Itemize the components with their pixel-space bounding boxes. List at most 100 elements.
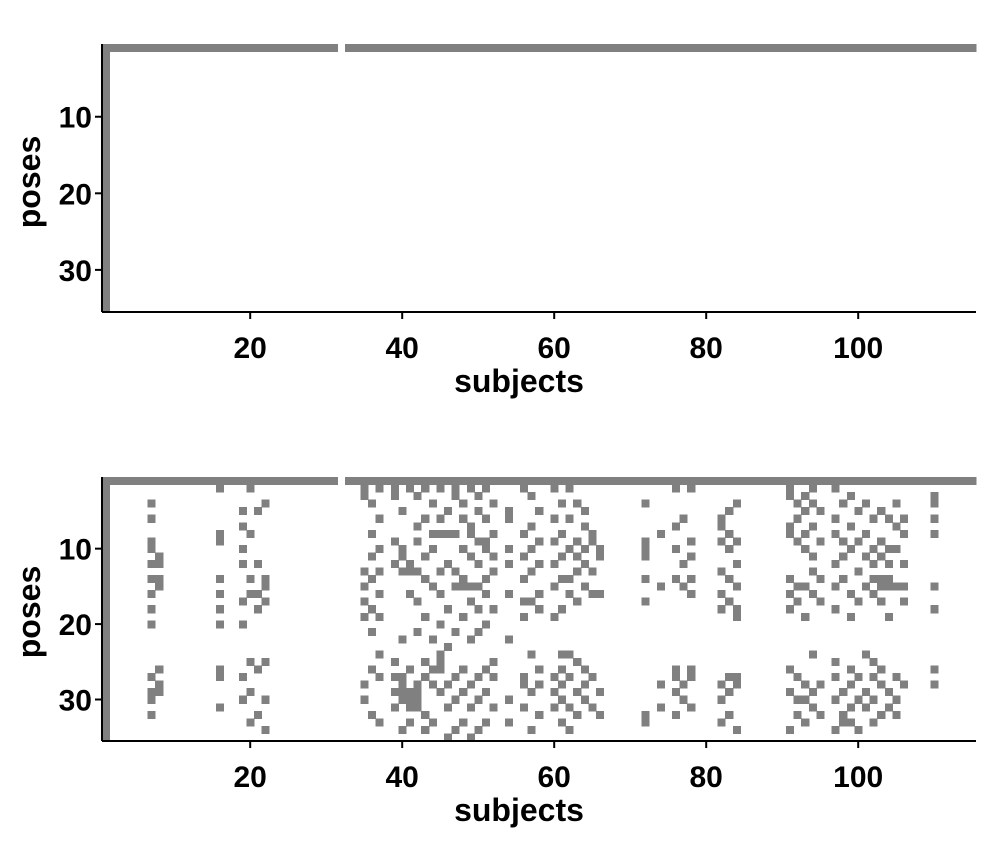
heatmap-cell bbox=[223, 477, 232, 486]
heatmap-cell bbox=[102, 296, 111, 305]
heatmap-cell bbox=[193, 477, 202, 486]
heatmap-cell bbox=[238, 597, 247, 606]
heatmap-cell bbox=[922, 44, 931, 53]
heatmap-cell bbox=[398, 477, 407, 486]
heatmap-cell bbox=[854, 567, 863, 576]
heatmap-cell bbox=[444, 507, 453, 516]
heatmap-cell bbox=[793, 695, 802, 704]
heatmap-cell bbox=[238, 695, 247, 704]
heatmap-cell bbox=[512, 44, 521, 53]
heatmap-cell bbox=[124, 477, 133, 486]
heatmap-cell bbox=[725, 688, 734, 697]
heatmap-cell bbox=[421, 44, 430, 53]
heatmap-cell bbox=[102, 304, 111, 313]
heatmap-cell bbox=[672, 710, 681, 719]
heatmap-cell bbox=[390, 44, 399, 53]
heatmap-cell bbox=[580, 665, 589, 674]
x-axis-title: subjects bbox=[454, 363, 584, 399]
heatmap-cell bbox=[459, 575, 468, 584]
heatmap-cell bbox=[846, 612, 855, 621]
heatmap-cell bbox=[535, 665, 544, 674]
heatmap-cell bbox=[398, 635, 407, 644]
heatmap-cell bbox=[474, 673, 483, 682]
heatmap-cell bbox=[687, 484, 696, 493]
heatmap-cell bbox=[474, 627, 483, 636]
heatmap-cell bbox=[672, 665, 681, 674]
heatmap-cell bbox=[216, 575, 225, 584]
heatmap-cell bbox=[831, 44, 840, 53]
heatmap-cell bbox=[831, 477, 840, 486]
heatmap-cell bbox=[406, 567, 415, 576]
heatmap-cell bbox=[451, 673, 460, 682]
heatmap-cell bbox=[565, 590, 574, 599]
heatmap-cell bbox=[102, 605, 111, 614]
heatmap-cell bbox=[900, 529, 909, 538]
heatmap-cell bbox=[550, 673, 559, 682]
heatmap-cell bbox=[520, 477, 529, 486]
heatmap-cell bbox=[542, 44, 551, 53]
heatmap-cell bbox=[238, 507, 247, 516]
heatmap-cell bbox=[147, 620, 156, 629]
heatmap-cell bbox=[717, 477, 726, 486]
heatmap-cell bbox=[406, 695, 415, 704]
heatmap-cell bbox=[527, 522, 536, 531]
heatmap-cell bbox=[839, 537, 848, 546]
heatmap-cell bbox=[588, 673, 597, 682]
heatmap-cell bbox=[846, 718, 855, 727]
heatmap-cell bbox=[732, 44, 741, 53]
heatmap-cell bbox=[413, 567, 422, 576]
heatmap-cell bbox=[580, 680, 589, 689]
heatmap-cell bbox=[732, 537, 741, 546]
heatmap-cell bbox=[451, 529, 460, 538]
heatmap-cell bbox=[535, 559, 544, 569]
heatmap-cell bbox=[520, 680, 529, 689]
x-axis-title: subjects bbox=[454, 792, 584, 828]
heatmap-cell bbox=[960, 477, 969, 486]
heatmap-cell bbox=[428, 718, 437, 727]
heatmap-cell bbox=[261, 597, 270, 606]
heatmap-cell bbox=[573, 567, 582, 576]
heatmap-cell bbox=[102, 105, 111, 114]
heatmap-cell bbox=[839, 477, 848, 486]
heatmap-cell bbox=[710, 44, 719, 53]
heatmap-cell bbox=[786, 590, 795, 599]
heatmap-cell bbox=[238, 544, 247, 553]
heatmap-cell bbox=[710, 477, 719, 486]
heatmap-cell bbox=[869, 658, 878, 667]
heatmap-cell bbox=[246, 718, 255, 727]
heatmap-cell bbox=[360, 597, 369, 606]
heatmap-cell bbox=[862, 44, 871, 53]
heatmap-cell bbox=[778, 44, 787, 53]
heatmap-cell bbox=[900, 559, 909, 569]
heatmap-cell bbox=[520, 575, 529, 584]
heatmap-cell bbox=[808, 703, 817, 712]
heatmap-cell bbox=[580, 522, 589, 531]
heatmap-cell bbox=[322, 44, 331, 53]
heatmap-cell bbox=[527, 567, 536, 576]
heatmap-cell bbox=[869, 695, 878, 704]
heatmap-cell bbox=[930, 529, 939, 538]
heatmap-cell bbox=[360, 492, 369, 501]
heatmap-cell bbox=[573, 688, 582, 697]
heatmap-cell bbox=[489, 605, 498, 614]
heatmap-cell bbox=[102, 718, 111, 727]
heatmap-cell bbox=[854, 725, 863, 734]
heatmap-cell bbox=[102, 499, 111, 508]
heatmap-cell bbox=[102, 66, 111, 76]
heatmap-cell bbox=[147, 477, 156, 486]
heatmap-cell bbox=[178, 44, 187, 53]
heatmap-cell bbox=[641, 710, 650, 719]
heatmap-cell bbox=[808, 567, 817, 576]
heatmap-cell bbox=[147, 44, 156, 53]
heatmap-cell bbox=[368, 44, 377, 53]
heatmap-cell bbox=[596, 544, 605, 553]
heatmap-cell bbox=[930, 582, 939, 591]
heatmap-cell bbox=[451, 44, 460, 53]
heatmap-cell bbox=[102, 197, 111, 206]
heatmap-cell bbox=[413, 695, 422, 704]
heatmap-cell bbox=[846, 703, 855, 712]
heatmap-cell bbox=[846, 544, 855, 553]
heatmap-cell bbox=[824, 44, 833, 53]
heatmap-cell bbox=[907, 477, 916, 486]
